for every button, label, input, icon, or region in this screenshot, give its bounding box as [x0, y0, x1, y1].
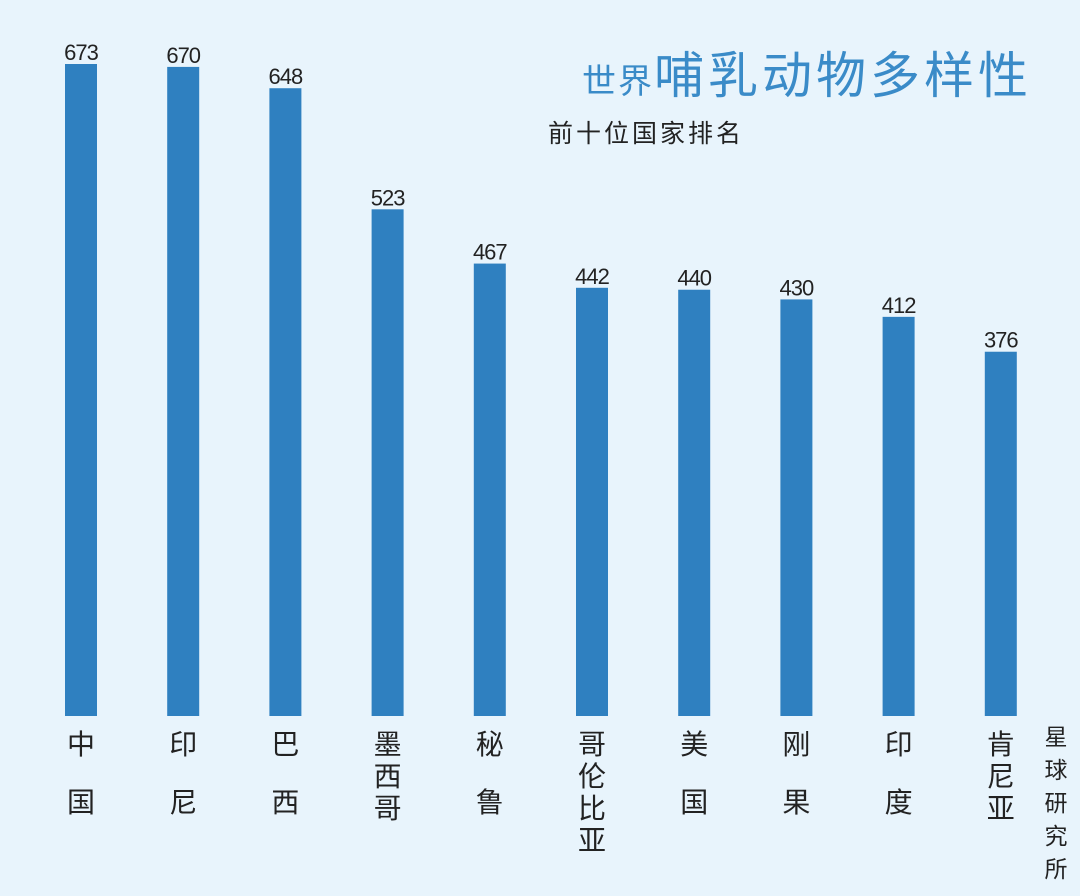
category-label-3: 墨西哥: [374, 728, 402, 825]
bar-7: [780, 299, 813, 716]
bar-5: [576, 287, 608, 716]
data-label-2: 648: [269, 64, 303, 89]
data-label-7: 430: [780, 275, 814, 300]
category-label-7: 刚果: [782, 728, 810, 819]
bar-1: [167, 66, 200, 717]
bar-2: [269, 88, 302, 716]
data-label-8: 412: [882, 293, 916, 318]
category-label-0: 中国: [67, 728, 95, 819]
data-label-0: 673: [64, 40, 98, 65]
category-label-2: 巴西: [271, 728, 299, 819]
chart-subtitle: 前十位国家排名: [548, 119, 745, 148]
data-label-9: 376: [984, 328, 1018, 353]
bar-3: [371, 209, 404, 716]
bar-8: [882, 316, 915, 716]
credit-text: 星球研究所: [1044, 725, 1068, 883]
category-label-6: 美国: [680, 728, 708, 819]
bar-4: [473, 263, 506, 716]
category-label-5: 哥伦比亚: [578, 728, 606, 857]
bar-0: [65, 64, 97, 716]
data-label-3: 523: [371, 185, 405, 210]
bar-6: [678, 289, 711, 716]
title-main: 哺乳动物多样性: [654, 47, 1032, 105]
category-label-8: 印度: [885, 728, 913, 819]
data-label-6: 440: [677, 266, 711, 291]
title-prefix: 世界: [582, 62, 654, 102]
data-label-4: 467: [473, 240, 507, 265]
category-label-4: 秘鲁: [476, 728, 504, 819]
category-label-1: 印尼: [169, 728, 197, 819]
bar-9: [984, 351, 1017, 716]
chart-title: 世界哺乳动物多样性: [582, 36, 1032, 108]
data-label-5: 442: [575, 264, 609, 289]
data-label-1: 670: [166, 43, 200, 68]
category-label-9: 肯尼亚: [987, 728, 1015, 825]
